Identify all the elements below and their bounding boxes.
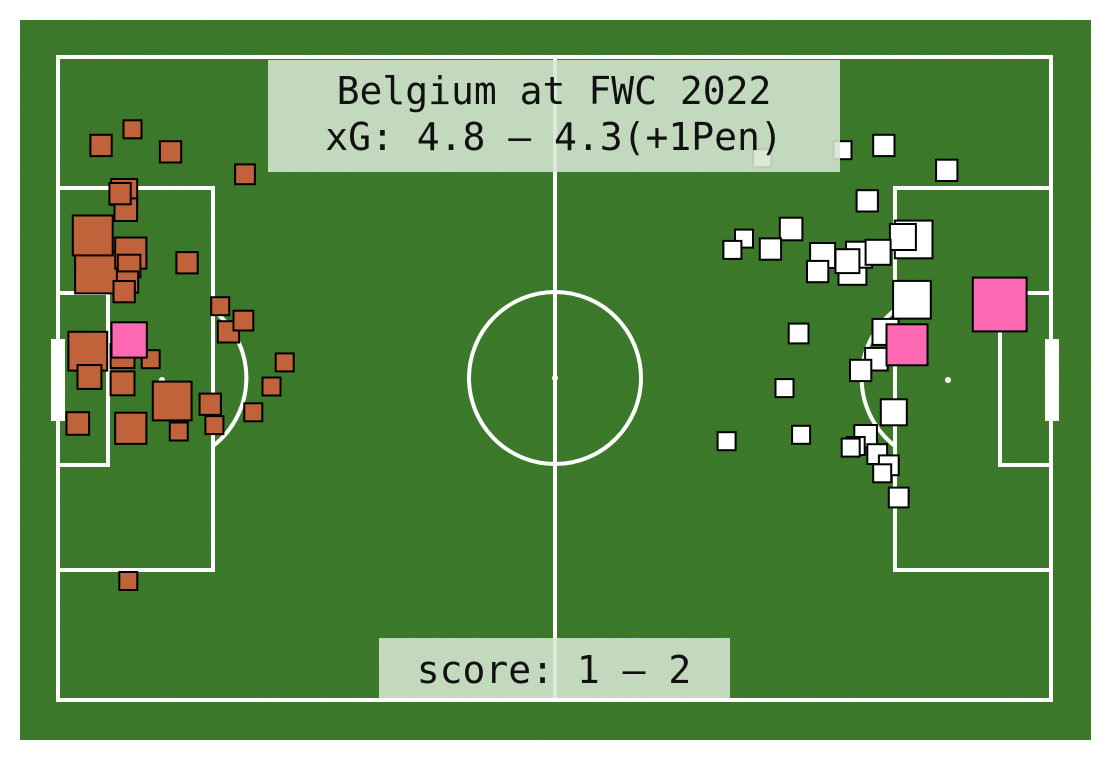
right-shot-marker	[864, 238, 892, 266]
title-box: Belgium at FWC 2022 xG: 4.8 – 4.3(+1Pen)	[268, 60, 840, 172]
score-box: score: 1 – 2	[379, 638, 730, 698]
left-shot-marker	[204, 415, 225, 436]
left-shot-marker	[71, 214, 114, 257]
left-shot-marker	[234, 163, 256, 186]
right-shot-marker	[806, 259, 830, 284]
left-shot-marker	[175, 251, 199, 275]
right-shot-marker	[888, 223, 917, 251]
right-shot-marker	[791, 424, 812, 445]
left-shot-marker	[122, 119, 143, 140]
right-shot-marker	[840, 437, 861, 458]
right-shot-marker	[716, 431, 737, 452]
right-shot-marker	[722, 239, 743, 260]
left-shot-marker	[89, 133, 113, 158]
left-shot-marker	[65, 411, 91, 436]
score-label: score: 1 – 2	[417, 648, 692, 692]
left-shot-marker	[151, 380, 193, 422]
left-shot-marker	[112, 280, 136, 304]
xg-summary: xG: 4.8 – 4.3(+1Pen)	[325, 115, 783, 159]
left-shot-marker	[232, 309, 255, 332]
right-shot-marker	[774, 378, 795, 399]
pitch-marks	[51, 339, 1059, 421]
right-goal-marker	[885, 323, 929, 367]
left-goal	[51, 339, 65, 421]
left-shot-marker	[274, 352, 295, 373]
right-shot-marker	[849, 358, 873, 383]
right-shot-marker	[758, 237, 783, 261]
right-shot-marker	[778, 216, 804, 242]
left-shot-marker	[243, 402, 264, 423]
left-shot-marker	[74, 250, 119, 295]
left-shot-marker	[114, 411, 148, 445]
left-shot-marker	[261, 376, 282, 397]
right-shot-marker	[787, 322, 810, 345]
left-shot-marker	[210, 296, 231, 317]
left-shot-marker	[118, 571, 139, 591]
right-shot-marker	[834, 248, 861, 275]
right-shot-marker	[872, 463, 893, 484]
left-shot-marker	[198, 392, 222, 416]
left-shot-marker	[109, 370, 136, 397]
right-shot-marker	[855, 189, 879, 213]
left-shot-marker	[168, 421, 189, 442]
shots-layer	[65, 119, 1028, 591]
right-shot-marker	[935, 158, 959, 182]
title-background	[268, 60, 840, 172]
right-goal-marker	[971, 276, 1028, 333]
center-spot	[552, 375, 558, 381]
right-shot-marker	[892, 279, 932, 320]
score-background	[379, 638, 730, 698]
right-shot-marker	[887, 486, 910, 509]
left-goal-marker	[110, 321, 148, 359]
right-shot-marker	[879, 398, 908, 427]
left-shot-marker	[108, 182, 132, 206]
left-shot-marker	[76, 364, 103, 390]
right-goal	[1045, 339, 1059, 421]
chart-title: Belgium at FWC 2022	[337, 69, 772, 113]
right-shot-marker	[872, 133, 896, 158]
right-penalty-spot	[945, 377, 951, 383]
left-shot-marker	[158, 140, 183, 164]
center-circle	[467, 290, 643, 466]
